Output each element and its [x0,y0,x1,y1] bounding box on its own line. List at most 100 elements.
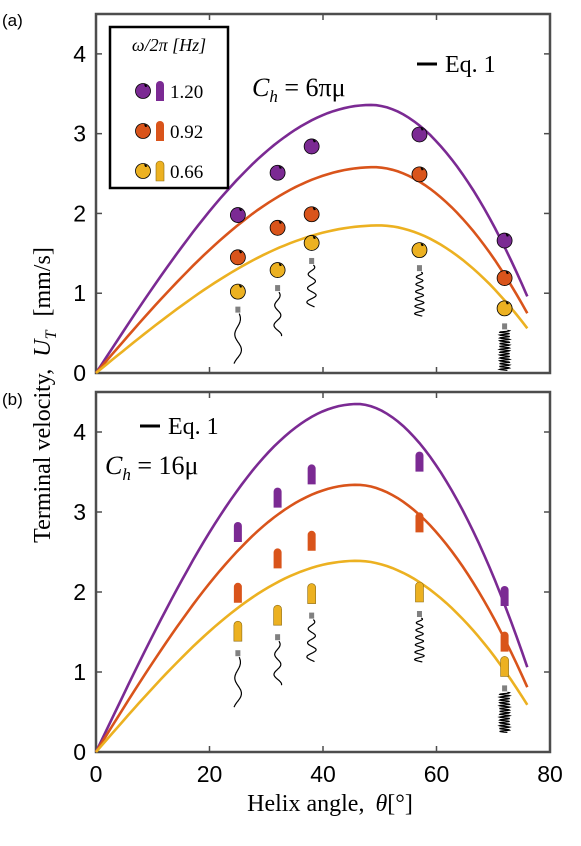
panel-a-point-purple [269,164,286,181]
panel-b-point-orange [273,548,282,569]
y-axis-label-main: Terminal velocity, [30,369,56,543]
panel-a-helix-tail-2-head [309,257,315,264]
legend-sphere-orange [135,123,151,139]
x-axis-label-unit: [°] [387,791,413,817]
panel-b-eq1-curve-yellow [95,559,529,753]
x-tick-label: 0 [90,761,103,787]
legend-label-purple: 1.20 [170,82,203,103]
panel-a-eq1-legend-label: Eq. 1 [445,52,496,78]
legend-label-yellow: 0.66 [170,162,203,183]
panel-a-point-purple [411,126,428,143]
panel-a-ch-subscript: h [269,87,278,106]
panel-a-point-orange-tip [420,167,424,171]
panel-a-point-yellow [496,300,513,317]
legend-sphere-orange-tip [144,124,148,127]
y-axis-label-unit: [mm/s] [30,247,56,316]
panel-b-helix-tail-2-head [309,612,315,619]
panel-a-point-yellow-tip [238,284,243,288]
panel-a-ch-value: = 6πμ [278,73,346,102]
panel-a-point-yellow [411,242,428,259]
panel-a-point-purple [303,138,320,155]
panel-b-point-purple [273,487,282,508]
panel-b-point-orange [233,582,242,603]
legend-sphere-purple [135,83,151,99]
panel-a-helix-tail-3 [413,271,425,317]
panel-a-point-yellow-tip [505,301,509,305]
panel-a-helix-tail-0 [233,313,242,364]
panel-a-ytick-label: 4 [73,41,86,67]
panel-a-helix-tail-4 [497,329,512,371]
panel-a-point-yellow-tip [278,263,282,267]
panel-a-point-orange [269,219,286,236]
panel-label-b: (b) [2,390,23,409]
y-axis-label: Terminal velocity, UT [mm/s] [30,247,62,543]
panel-a-helix-tail-3-head [416,265,422,272]
panel-a-eq1-curve-orange [95,165,529,374]
x-axis-label-symbol: θ [375,791,387,817]
panel-a-point-yellow [303,235,320,251]
panel-b-point-yellow [415,581,424,603]
panel-a-point-orange-tip [238,250,243,254]
panel-a-point-purple [229,207,246,223]
panel-b-ch-value: = 16μ [131,451,199,480]
panel-b-helix-tail-0 [233,656,242,708]
panel-a-point-yellow [229,283,246,300]
panel-a-ch-symbol: C [252,73,270,102]
panel-b-helix-tail-4-head [502,685,508,692]
panel-a-point-orange [303,206,320,223]
panel-b-eq1-legend-label: Eq. 1 [168,414,219,440]
panel-a-point-orange [411,166,428,183]
legend-rod-orange [156,121,164,141]
panel-b-ch-symbol: C [105,451,123,480]
panel-b-ytick-label: 3 [73,499,86,525]
panel-b-point-orange [500,631,509,652]
panel-b-helix-tail-1 [273,640,283,686]
panel-a-point-purple-tip [238,208,243,212]
panel-a-helix-tail-2 [306,264,317,308]
panel-a-point-orange-tip [505,271,509,275]
x-tick-label: 20 [197,761,223,787]
panel-b-point-yellow [273,604,282,626]
panel-b-ytick-label: 2 [73,579,86,605]
panel-b-ytick-label: 0 [73,739,86,765]
panel-b-point-purple [307,464,316,485]
panel-b-point-purple [500,586,509,606]
panel-b-helix-tail-3-head [416,611,422,617]
frequency-legend: ω/2π [Hz] 1.20 0.92 0.66 [108,25,230,190]
panel-a-point-purple-tip [420,127,424,131]
legend-sphere-yellow-tip [144,164,148,167]
panel-b-helix-tail-0-head [235,650,241,657]
panel-a-helix-tail-1 [273,291,283,337]
panel-b-frame [94,390,552,754]
panel-a-point-purple-tip [278,165,282,169]
y-axis-label-symbol: U [30,338,56,357]
legend-title: ω/2π [Hz] [132,35,206,55]
panel-b-helix-tail-1-head [275,634,281,641]
panel-b-ytick-label: 4 [73,419,86,445]
panel-b-point-purple [233,522,242,542]
panel-a: 0 1 2 3 4 Ch = 6πμ Eq. 1 ω/2π [Hz] 1.20 0.92 0.66 [73,12,552,386]
panel-a-point-orange-tip [278,220,282,224]
legend-sphere-purple-tip [144,84,148,87]
x-tick-label: 40 [310,761,336,787]
panel-a-ch-annotation: Ch = 6πμ [252,73,346,106]
panel-b-ch-subscript: h [122,465,131,484]
panel-b-helix-tail-3 [413,617,425,663]
legend-rod-purple [156,81,164,101]
legend-sphere-yellow [135,163,151,179]
panel-b-point-yellow [500,656,509,677]
panel-a-point-orange [229,249,246,266]
panel-b-helix-tail-2 [306,619,317,663]
panel-b-point-orange [307,530,316,551]
panel-a-point-yellow-tip [312,236,316,239]
panel-a-point-purple [496,232,513,249]
panel-a-point-purple-tip [312,139,316,143]
panel-b-ytick-label: 1 [73,659,86,685]
x-tick-label: 60 [424,761,450,787]
panel-b-helix-tail-4 [497,691,512,733]
panel-a-ytick-label: 0 [73,360,86,386]
x-axis-label: Helix angle, θ[°] [247,791,413,817]
panel-a-helix-tail-1-head [275,285,281,292]
